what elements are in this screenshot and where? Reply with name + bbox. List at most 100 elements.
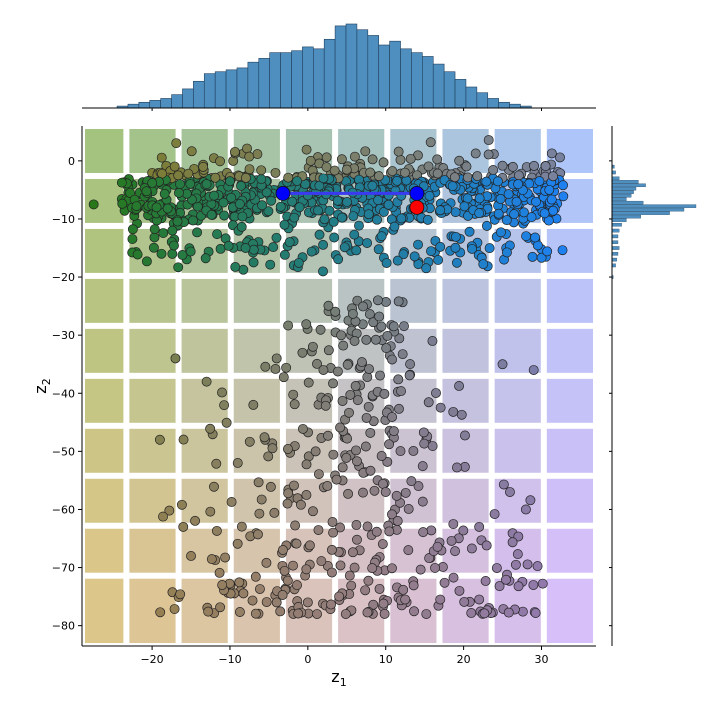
background-tile [129, 378, 176, 423]
scatter-point [474, 208, 485, 219]
scatter-point [409, 251, 420, 262]
scatter-point [497, 359, 508, 370]
scatter-point [320, 400, 331, 411]
scatter-point [447, 181, 458, 192]
scatter-point [546, 148, 557, 159]
scatter-point [388, 426, 399, 437]
scatter-point [234, 577, 245, 588]
marginal-x-bar [334, 25, 347, 109]
scatter-point [173, 170, 184, 181]
scatter-point [236, 180, 246, 191]
scatter-point [318, 173, 329, 184]
scatter-point [162, 203, 173, 214]
scatter-point [481, 220, 492, 231]
scatter-point [225, 176, 235, 187]
scatter-point [293, 257, 304, 268]
background-tile [442, 528, 489, 573]
scatter-point [381, 258, 392, 268]
scatter-point [263, 451, 274, 462]
marginal-x-bar [345, 23, 358, 109]
marginal-x-bar [422, 56, 434, 109]
scatter-point [176, 499, 187, 510]
scatter-point [232, 458, 243, 468]
scatter-point [332, 366, 343, 377]
scatter-point [247, 595, 258, 606]
scatter-point [365, 427, 376, 438]
scatter-point [351, 520, 362, 530]
marginal-y-bar [611, 211, 670, 215]
background-tile [85, 528, 124, 573]
scatter-point [186, 146, 197, 157]
scatter-point [217, 580, 228, 590]
scatter-point [361, 334, 372, 345]
scatter-point [132, 249, 143, 260]
background-tile [546, 428, 593, 473]
scatter-point [148, 242, 159, 253]
scatter-point [244, 436, 255, 447]
scatter-point [288, 560, 298, 571]
scatter-point [219, 400, 230, 411]
scatter-point [117, 198, 128, 209]
background-tile [442, 328, 489, 373]
scatter-point [431, 388, 441, 398]
y-axis-label: z2 [31, 378, 53, 393]
background-tile [285, 278, 333, 323]
y-tick-label: 0 [68, 155, 75, 168]
y-tick-label: −50 [52, 445, 75, 458]
scatter-point [318, 239, 329, 250]
scatter-point [509, 209, 520, 220]
highlight-point [409, 185, 425, 201]
scatter-point [292, 580, 303, 591]
scatter-point [375, 370, 385, 381]
scatter-point [381, 297, 391, 307]
background-tile [129, 478, 176, 523]
scatter-point [289, 480, 299, 491]
scatter-point [156, 248, 167, 259]
scatter-point [361, 412, 372, 423]
scatter-point [376, 231, 387, 242]
scatter-point [334, 591, 345, 602]
background-tile [494, 378, 541, 423]
scatter-point [236, 521, 247, 532]
marginal-y-bar [611, 223, 622, 227]
scatter-point [498, 479, 509, 490]
marginal-x-bar [400, 48, 412, 109]
scatter-point [282, 498, 293, 509]
scatter-point [301, 459, 312, 470]
scatter-point [265, 481, 276, 492]
scatter-point [387, 354, 398, 365]
scatter-point [306, 246, 317, 257]
scatter-point [376, 451, 387, 461]
scatter-point [307, 341, 318, 352]
scatter-point [527, 251, 538, 262]
scatter-point [219, 210, 230, 221]
scatter-point [532, 561, 543, 572]
scatter-point [512, 549, 523, 560]
scatter-point [328, 449, 339, 460]
marginal-x-bar [476, 92, 489, 109]
scatter-point [373, 171, 384, 182]
scatter-point [542, 246, 553, 257]
scatter-point [393, 146, 404, 157]
scatter-point [301, 319, 312, 330]
scatter-point [158, 511, 168, 522]
marginal-y-bar [611, 228, 620, 233]
scatter-point [336, 330, 347, 341]
scatter-point [261, 187, 272, 198]
scatter-point [192, 227, 203, 238]
marginal-y-bar [611, 197, 627, 201]
scatter-point [206, 554, 217, 565]
scatter-point [394, 403, 404, 414]
scatter-point [432, 168, 443, 179]
scatter-point [185, 246, 196, 257]
scatter-point [380, 487, 391, 497]
marginal-x-bar [127, 103, 140, 109]
scatter-point [283, 172, 294, 183]
scatter-point [396, 386, 406, 397]
scatter-point [481, 540, 492, 551]
marginal-y-bar [611, 207, 685, 212]
scatter-point [497, 160, 508, 171]
marginal-x-bar [247, 61, 260, 109]
marginal-x-bar [182, 88, 194, 109]
scatter-point [435, 205, 446, 216]
